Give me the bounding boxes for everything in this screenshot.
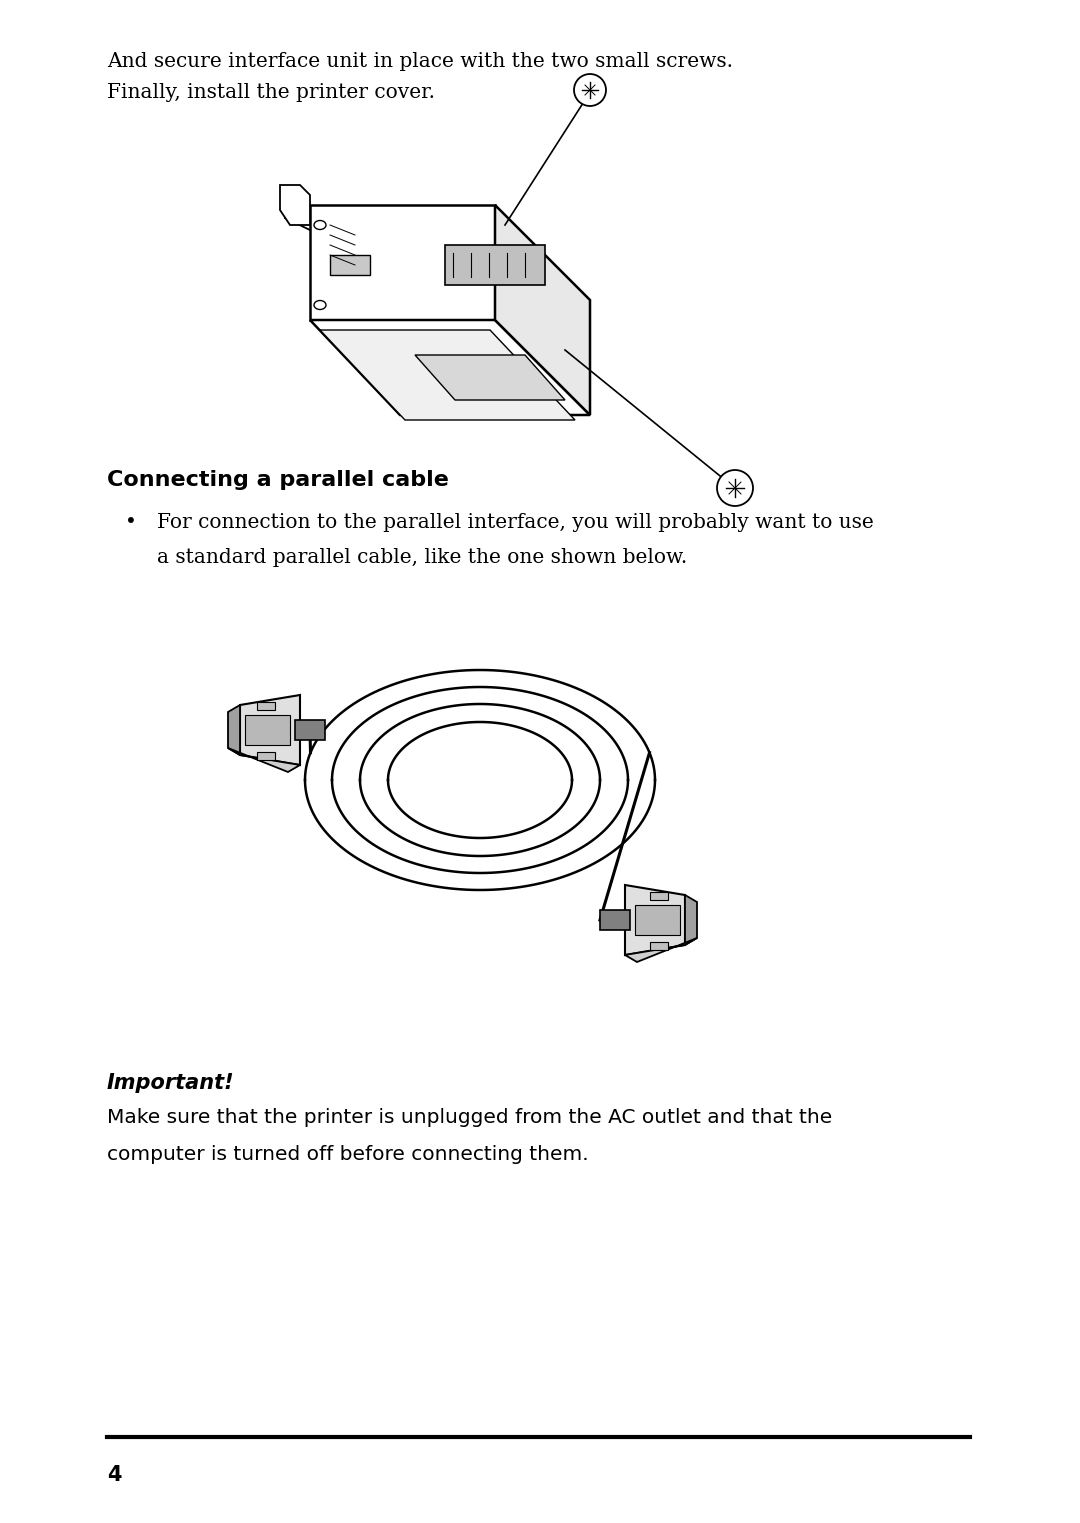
Circle shape (717, 471, 753, 506)
Polygon shape (240, 694, 300, 765)
Bar (650, 892, 669, 900)
Bar (257, 702, 275, 710)
Polygon shape (625, 885, 685, 955)
Bar (635, 905, 680, 935)
Text: Finally, install the printer cover.: Finally, install the printer cover. (107, 82, 435, 102)
Bar (257, 752, 275, 760)
Text: And secure interface unit in place with the two small screws.: And secure interface unit in place with … (107, 52, 733, 72)
Polygon shape (280, 184, 310, 225)
Bar (295, 720, 325, 740)
Polygon shape (228, 705, 240, 755)
Polygon shape (228, 748, 300, 772)
Polygon shape (320, 330, 575, 420)
Circle shape (573, 75, 606, 107)
Polygon shape (310, 206, 495, 320)
Text: •: • (125, 513, 137, 532)
Polygon shape (495, 206, 590, 414)
Text: Important!: Important! (107, 1074, 234, 1094)
Text: For connection to the parallel interface, you will probably want to use: For connection to the parallel interface… (157, 513, 874, 532)
Text: Connecting a parallel cable: Connecting a parallel cable (107, 471, 449, 490)
Bar (650, 943, 669, 950)
Bar (245, 714, 291, 745)
Text: computer is turned off before connecting them.: computer is turned off before connecting… (107, 1145, 589, 1164)
Polygon shape (415, 355, 565, 401)
Polygon shape (625, 938, 697, 963)
Bar (445, 245, 545, 285)
Polygon shape (310, 320, 590, 414)
Bar (330, 254, 370, 276)
Text: a standard parallel cable, like the one shown below.: a standard parallel cable, like the one … (157, 548, 687, 567)
Text: 4: 4 (107, 1465, 121, 1485)
Bar (600, 911, 630, 931)
Text: Make sure that the printer is unplugged from the AC outlet and that the: Make sure that the printer is unplugged … (107, 1109, 833, 1127)
Polygon shape (685, 896, 697, 944)
